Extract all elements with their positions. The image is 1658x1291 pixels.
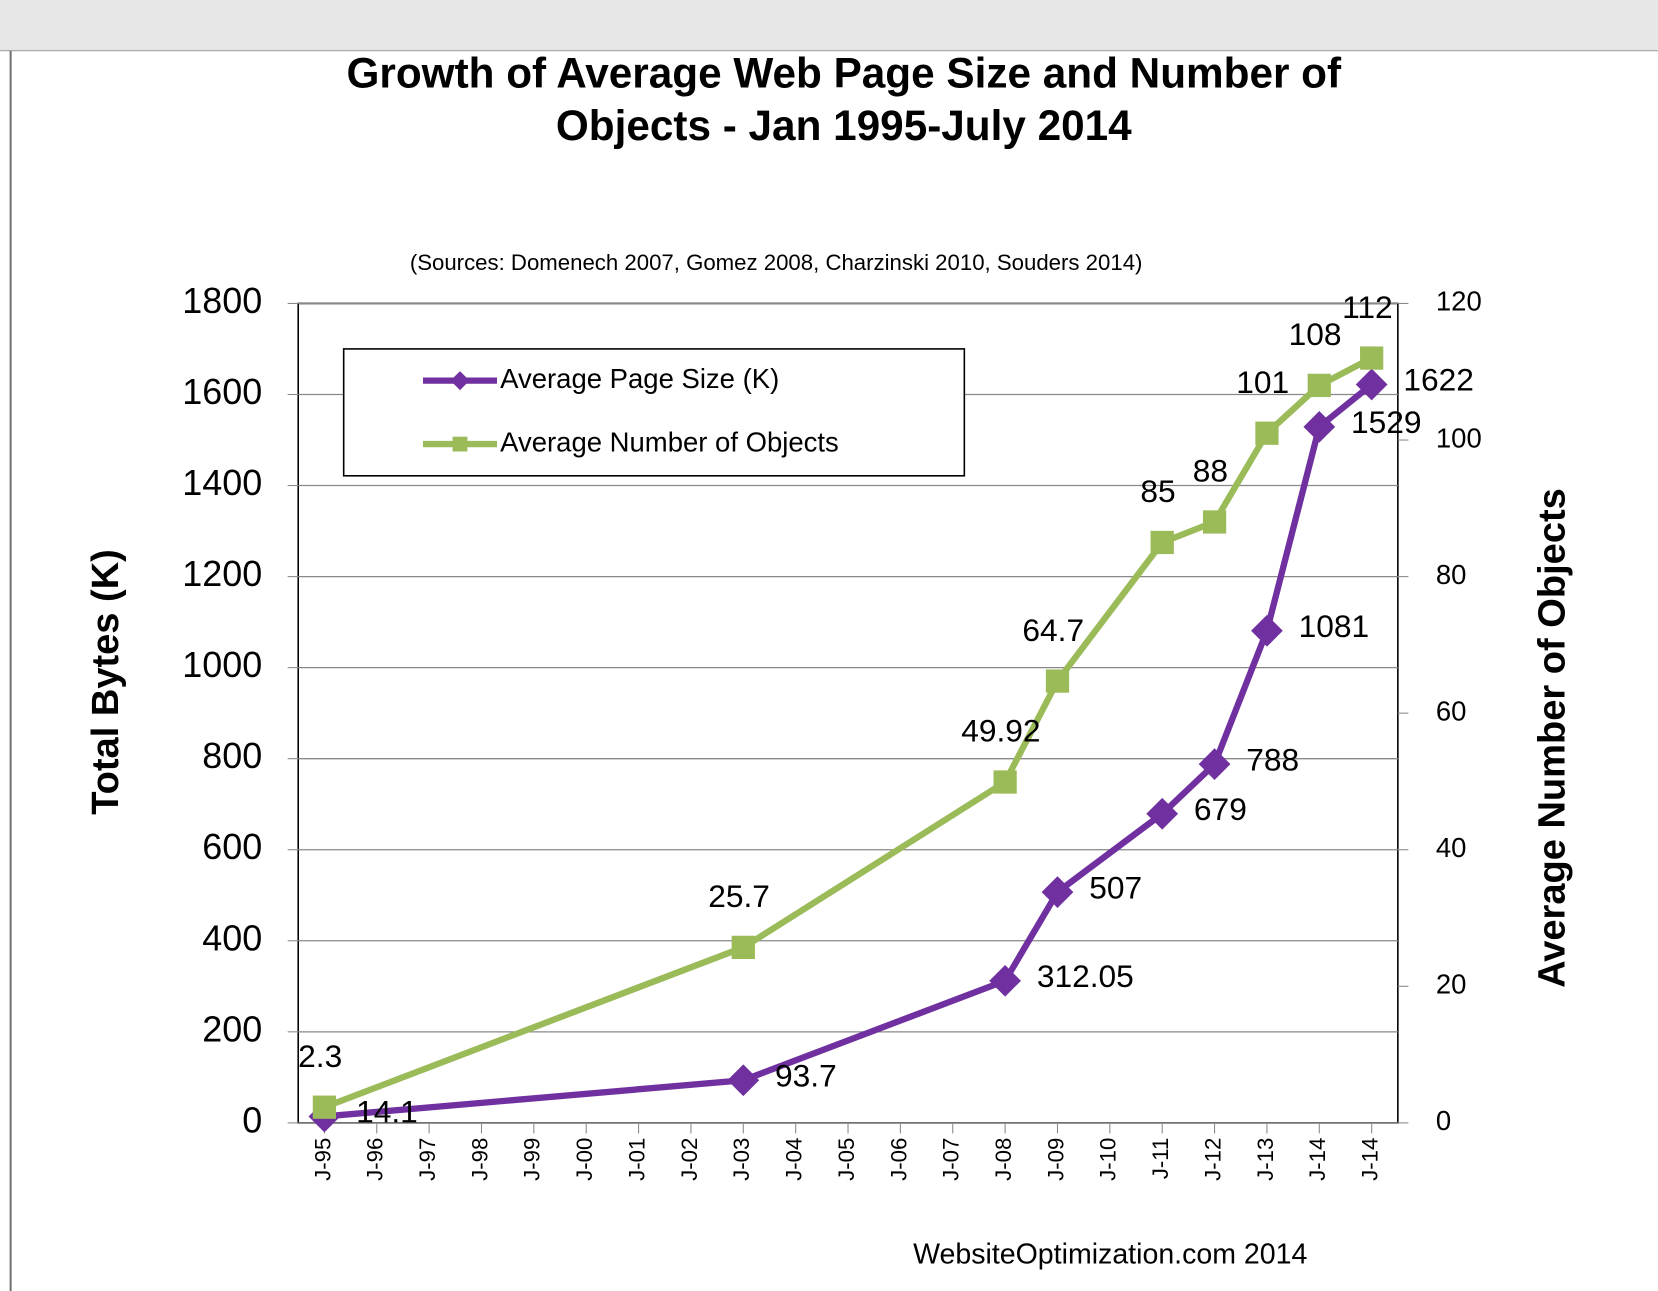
chart-subtitle: (Sources: Domenech 2007, Gomez 2008, Cha… xyxy=(410,250,1143,275)
y-tick-label: 1800 xyxy=(182,280,262,321)
x-tick-label: J-00 xyxy=(572,1138,597,1181)
point xyxy=(731,935,755,960)
data-label: 312.05 xyxy=(1037,958,1134,994)
data-label: 507 xyxy=(1089,869,1142,905)
y-tick-label: 800 xyxy=(202,735,262,776)
point xyxy=(1307,373,1331,398)
window-bar xyxy=(0,0,1658,51)
data-label: 14.1 xyxy=(356,1094,418,1130)
legend-marker xyxy=(450,371,470,391)
y-axis-label: Total Bytes (K) xyxy=(85,549,127,815)
x-tick-label: J-08 xyxy=(991,1138,1016,1181)
x-tick-label: J-06 xyxy=(886,1138,911,1181)
legend-marker xyxy=(452,436,468,452)
data-label: 788 xyxy=(1246,741,1299,777)
point xyxy=(1150,530,1174,555)
data-label: 1529 xyxy=(1351,404,1422,440)
x-tick-label: J-14 xyxy=(1358,1138,1383,1181)
x-tick-label: J-10 xyxy=(1096,1138,1121,1181)
point xyxy=(1303,410,1336,443)
x-tick-label: J-05 xyxy=(834,1138,859,1181)
data-label: 1081 xyxy=(1299,608,1370,644)
y-tick-label: 1200 xyxy=(182,553,262,594)
data-label: 679 xyxy=(1194,791,1247,827)
y2-tick-label: 100 xyxy=(1436,422,1482,453)
legend-label: Average Number of Objects xyxy=(500,426,839,457)
chart-title: Objects - Jan 1995-July 2014 xyxy=(556,102,1132,149)
legend-box xyxy=(342,348,966,477)
point xyxy=(727,1064,760,1097)
y2-tick-label: 0 xyxy=(1436,1105,1451,1136)
x-tick-label: J-09 xyxy=(1043,1138,1068,1181)
y-tick-label: 0 xyxy=(242,1099,262,1140)
data-label: 93.7 xyxy=(775,1057,837,1093)
y2-tick-label: 60 xyxy=(1436,695,1467,726)
x-tick-label: J-03 xyxy=(729,1138,754,1181)
y2-tick-label: 80 xyxy=(1436,559,1467,590)
point xyxy=(1360,346,1384,370)
y2-tick-label: 120 xyxy=(1436,286,1482,317)
x-tick-label: J-95 xyxy=(310,1138,335,1181)
x-tick-label: J-98 xyxy=(467,1138,492,1181)
y2-axis-label: Average Number of Objects xyxy=(1531,488,1573,988)
data-label: 88 xyxy=(1193,453,1228,489)
y-tick-label: 1000 xyxy=(182,644,262,685)
data-label: 49.92 xyxy=(961,713,1040,749)
point xyxy=(1146,797,1179,830)
legend-label: Average Page Size (K) xyxy=(500,363,779,394)
y-tick-label: 1400 xyxy=(182,462,262,503)
x-tick-label: J-97 xyxy=(415,1138,440,1181)
data-label: 25.7 xyxy=(708,878,770,914)
footer: WebsiteOptimization.com 2014 xyxy=(913,1239,1307,1271)
x-tick-label: J-04 xyxy=(782,1138,807,1181)
x-tick-label: J-96 xyxy=(363,1138,388,1181)
x-tick-label: J-14 xyxy=(1305,1138,1330,1181)
chart-title: Growth of Average Web Page Size and Numb… xyxy=(347,49,1342,96)
point xyxy=(1198,748,1231,781)
data-label: 85 xyxy=(1140,473,1175,509)
x-tick-label: J-01 xyxy=(624,1138,649,1181)
point xyxy=(989,964,1021,997)
y-tick-label: 200 xyxy=(202,1008,262,1049)
x-tick-label: J-13 xyxy=(1253,1138,1278,1181)
y-tick-label: 600 xyxy=(202,826,262,867)
data-label: 64.7 xyxy=(1022,612,1084,648)
x-tick-label: J-12 xyxy=(1200,1138,1225,1181)
data-label: 101 xyxy=(1236,364,1289,400)
y2-tick-label: 20 xyxy=(1436,969,1467,1000)
x-tick-label: J-07 xyxy=(939,1138,964,1181)
y2-tick-label: 40 xyxy=(1436,832,1467,863)
point xyxy=(1251,614,1283,647)
point xyxy=(993,770,1017,794)
x-tick-label: J-02 xyxy=(677,1138,702,1181)
data-label: 112 xyxy=(1342,289,1393,325)
data-label: 1622 xyxy=(1403,362,1474,398)
data-label: 108 xyxy=(1289,316,1342,352)
point xyxy=(312,1095,337,1119)
point xyxy=(1045,669,1070,693)
x-tick-label: J-11 xyxy=(1148,1138,1173,1180)
point xyxy=(1255,421,1279,445)
data-label: 2.3 xyxy=(298,1038,342,1074)
point xyxy=(1202,510,1227,534)
x-tick-label: J-99 xyxy=(520,1138,545,1181)
y-tick-label: 400 xyxy=(202,917,262,958)
y-tick-label: 1600 xyxy=(182,371,262,412)
